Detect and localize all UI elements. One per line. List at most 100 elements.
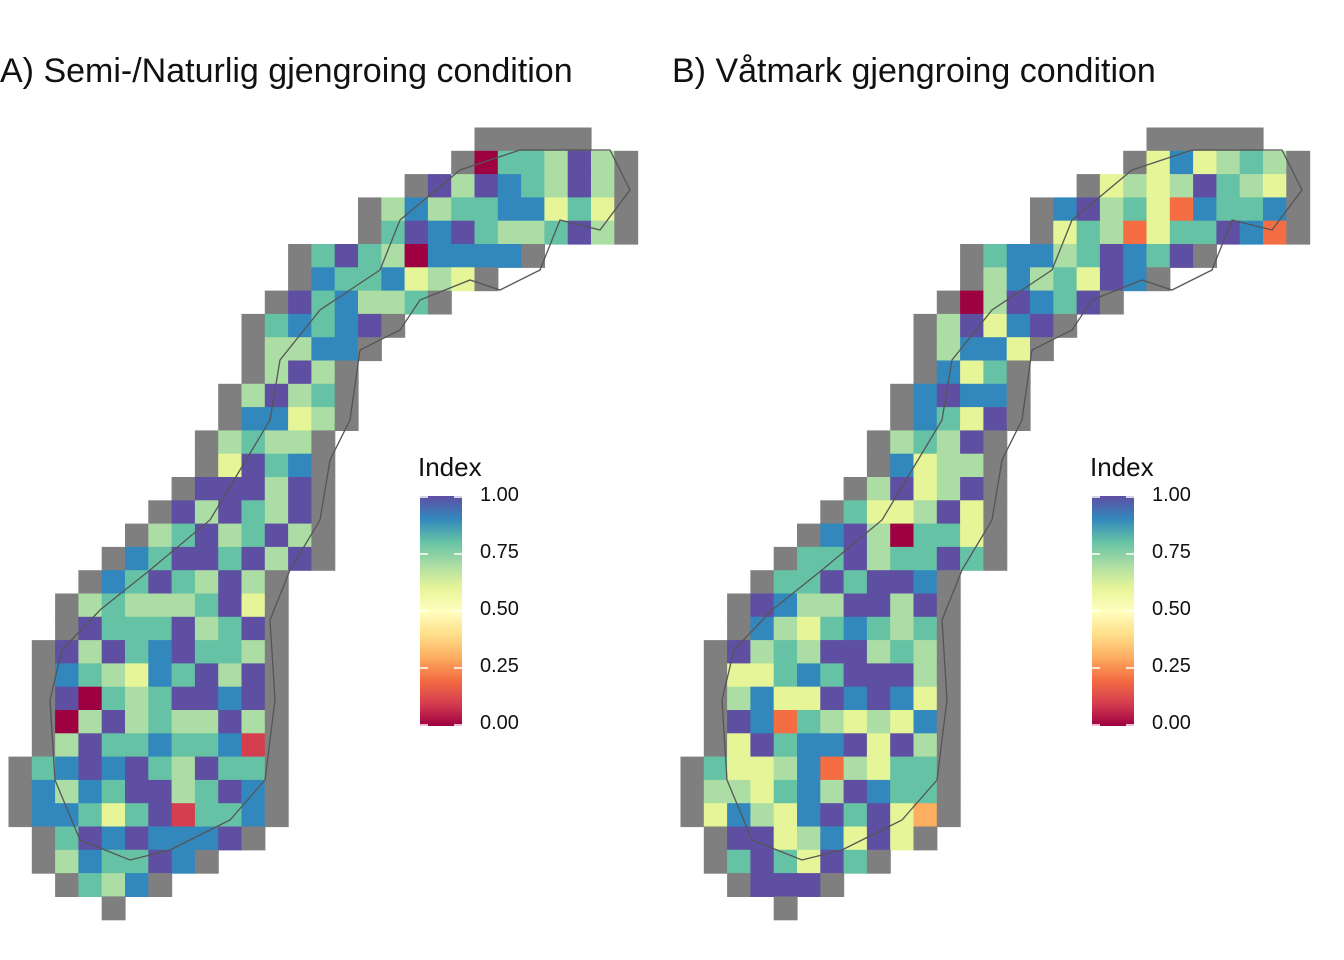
index-cell — [194, 546, 219, 571]
index-cell — [148, 826, 173, 851]
index-cell — [913, 686, 938, 711]
index-cell — [474, 220, 499, 245]
index-cell — [218, 663, 243, 688]
index-cell — [750, 593, 775, 618]
index-cell — [591, 220, 615, 245]
nodata-cell — [497, 127, 522, 152]
nodata-cell — [358, 197, 382, 222]
index-cell — [125, 873, 149, 897]
index-cell — [78, 826, 103, 851]
index-cell — [750, 756, 775, 781]
nodata-cell — [936, 756, 961, 781]
nodata-cell — [614, 220, 639, 245]
index-cell — [983, 290, 1008, 315]
index-cell — [843, 686, 868, 711]
index-cell — [773, 826, 798, 851]
index-cell — [288, 337, 312, 362]
index-cell — [148, 803, 173, 828]
nodata-cell — [264, 663, 289, 688]
nodata-cell — [311, 477, 336, 501]
nodata-cell — [1099, 290, 1124, 315]
index-cell — [960, 313, 984, 338]
nodata-cell — [936, 640, 961, 664]
index-cell — [703, 803, 728, 828]
index-cell — [936, 477, 961, 501]
index-cell — [750, 616, 775, 641]
nodata-cell — [311, 546, 336, 571]
nodata-cell — [358, 337, 382, 362]
index-cell — [1239, 150, 1264, 175]
index-cell — [983, 360, 1008, 385]
index-cell — [843, 849, 868, 874]
panel-a-title: A) Semi-/Naturlig gjengroing condition — [0, 52, 573, 90]
index-cell — [78, 803, 103, 828]
index-cell — [125, 686, 149, 711]
nodata-cell — [680, 756, 705, 781]
index-cell — [913, 616, 938, 641]
nodata-cell — [264, 640, 289, 664]
index-cell — [55, 826, 79, 851]
index-cell — [820, 570, 845, 595]
index-cell — [218, 616, 243, 641]
nodata-cell — [960, 244, 984, 268]
index-cell — [983, 313, 1008, 338]
index-cell — [750, 710, 775, 734]
index-cell — [148, 686, 173, 711]
index-cell — [171, 523, 196, 548]
index-cell — [521, 150, 545, 175]
legend-colorbar — [1092, 496, 1134, 726]
index-cell — [288, 360, 312, 385]
nodata-cell — [727, 616, 751, 641]
index-cell — [148, 523, 173, 548]
index-cell — [241, 640, 266, 664]
index-cell — [913, 500, 938, 525]
nodata-cell — [1076, 174, 1101, 198]
index-cell — [960, 500, 984, 525]
index-cell — [125, 849, 149, 874]
index-cell — [843, 803, 868, 828]
index-cell — [1263, 220, 1287, 245]
index-cell — [773, 756, 798, 781]
index-cell — [866, 756, 891, 781]
index-cell — [218, 779, 243, 804]
index-cell — [218, 710, 243, 734]
index-cell — [194, 663, 219, 688]
index-cell — [101, 663, 126, 688]
index-cell — [125, 803, 149, 828]
index-cell — [78, 710, 103, 734]
index-cell — [866, 640, 891, 664]
index-cell — [171, 500, 196, 525]
index-cell — [171, 756, 196, 781]
index-cell — [218, 453, 243, 478]
index-cell — [55, 779, 79, 804]
index-cell — [264, 523, 289, 548]
index-cell — [148, 710, 173, 734]
index-cell — [194, 756, 219, 781]
index-cell — [194, 593, 219, 618]
index-cell — [890, 546, 915, 571]
index-cell — [171, 710, 196, 734]
index-cell — [78, 616, 103, 641]
nodata-cell — [983, 546, 1008, 571]
nodata-cell — [311, 523, 336, 548]
index-cell — [797, 849, 821, 874]
index-cell — [148, 593, 173, 618]
nodata-cell — [727, 593, 751, 618]
country-outline — [721, 149, 1303, 861]
index-cell — [1030, 244, 1054, 268]
index-cell — [913, 546, 938, 571]
index-cell — [288, 313, 312, 338]
index-cell — [1123, 220, 1148, 245]
index-cell — [264, 477, 289, 501]
index-cell — [866, 477, 891, 501]
index-cell — [78, 640, 103, 664]
index-cell — [264, 430, 289, 455]
index-cell — [451, 220, 476, 245]
nodata-cell — [703, 710, 728, 734]
index-cell — [797, 873, 821, 897]
index-cell — [194, 640, 219, 664]
index-cell — [1053, 220, 1078, 245]
index-cell — [797, 756, 821, 781]
index-cell — [960, 407, 984, 431]
index-cell — [913, 733, 938, 758]
